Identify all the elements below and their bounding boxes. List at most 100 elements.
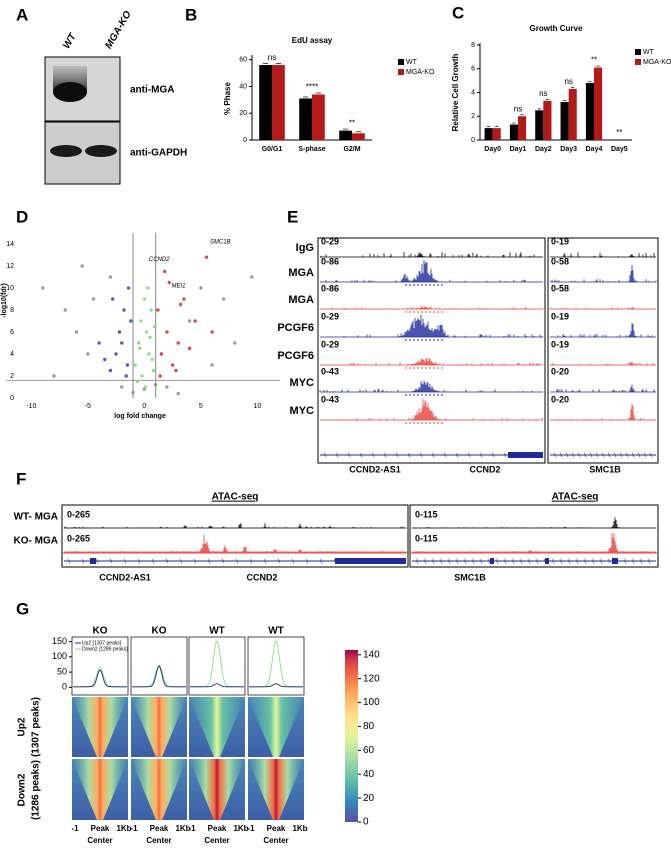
gene-tick [601,452,605,458]
gene-tick [383,452,387,458]
bar [560,102,569,140]
gene-tick [419,452,423,458]
track-label: MYC [290,405,315,417]
gene-tick [109,558,113,564]
gene-tick [407,452,411,458]
colorbar-tick-label: 140 [363,649,380,660]
point [125,363,130,367]
point [146,286,150,290]
point [199,286,203,290]
y-tick-label: 0 [471,137,475,144]
signal-track [550,252,656,258]
track-range: 0-86 [321,283,339,293]
point [187,319,192,323]
point [193,319,197,323]
y-tick-label: 0 [10,395,14,402]
gene-tick [235,558,239,564]
gene-tick [395,452,399,458]
gene-tick [467,452,471,458]
y-tick-label: 6 [471,66,475,73]
gene-tick [491,452,495,458]
point [129,319,133,323]
gene-tick [371,452,375,458]
gene-tick [619,452,623,458]
track-range: 0-20 [551,366,569,376]
y-tick-label: 6 [10,329,14,336]
significance-label: **** [306,83,318,92]
profile-frame [71,636,129,696]
gene-tick [631,452,635,458]
point [176,391,180,396]
point [108,275,113,279]
track-label: MGA [288,294,314,306]
x-tick-label: G2/M [343,146,360,153]
significance-label: ns [539,89,547,98]
signal-track [320,357,543,366]
legend-label: WT [643,49,655,56]
y-axis-label: Relative Cell Growth [451,53,460,131]
antibody-label: anti-GAPDH [130,148,187,159]
point [149,308,153,312]
point [167,280,171,285]
column-title: KO [152,626,167,637]
gene-tick [221,558,225,564]
bar [585,83,594,140]
colorbar [345,650,358,822]
panel-label: G [16,599,29,618]
point [165,330,169,334]
x-tick-label: 10 [253,403,261,410]
bar [272,65,285,140]
point [210,363,214,367]
panel-label: F [16,469,26,488]
gene-label: CCND2-AS1 [99,572,151,582]
point [122,308,126,312]
point [136,341,141,345]
profile-line [190,683,244,688]
column-title: WT [209,626,225,637]
panel-label: A [16,5,28,24]
blot-band [85,145,117,157]
bar [492,128,501,140]
profile-line [73,669,127,688]
gene-tick [291,558,295,564]
gene-tick [323,452,327,458]
gene-tick [559,452,563,458]
point-annotation: MEI1 [171,283,185,289]
gene-tick [431,452,435,458]
point [80,264,84,268]
x-tick-label: Center [263,836,288,845]
track-range: 0-58 [551,283,569,293]
point [114,352,118,356]
track-label: KO- MGA [14,536,58,547]
colorbar-tick-label: 60 [363,745,375,756]
signal-track [550,323,656,338]
gene-label: CCND2 [469,464,500,474]
gene-tick [583,558,587,564]
x-axis-label: log fold change [114,413,166,420]
significance-label: ns [564,77,572,86]
legend-swatch [635,59,641,65]
profile-frame [188,636,246,696]
exon [612,558,618,564]
gene-label: SMC1B [589,464,621,474]
point [174,368,178,373]
x-tick-label: 1Kb [116,824,131,833]
track-range: 0-115 [415,533,438,543]
gene-tick [577,452,581,458]
y-tick-label: 12 [6,263,14,270]
x-tick-label: Day5 [611,146,628,153]
gene-tick [335,452,339,458]
gene-tick [559,558,563,564]
point [165,385,169,389]
bar [484,128,493,140]
gene-tick [487,558,491,564]
x-tick-label: Peak [267,824,286,833]
y-tick-label: 150 [52,636,67,646]
track-range: 0-29 [321,236,339,246]
track-label: MYC [290,377,315,389]
gene-tick [503,452,507,458]
bar [299,98,312,140]
y-tick-label: 10 [6,285,14,292]
gene-tick [207,558,211,564]
row-label: Up2 [17,717,28,736]
